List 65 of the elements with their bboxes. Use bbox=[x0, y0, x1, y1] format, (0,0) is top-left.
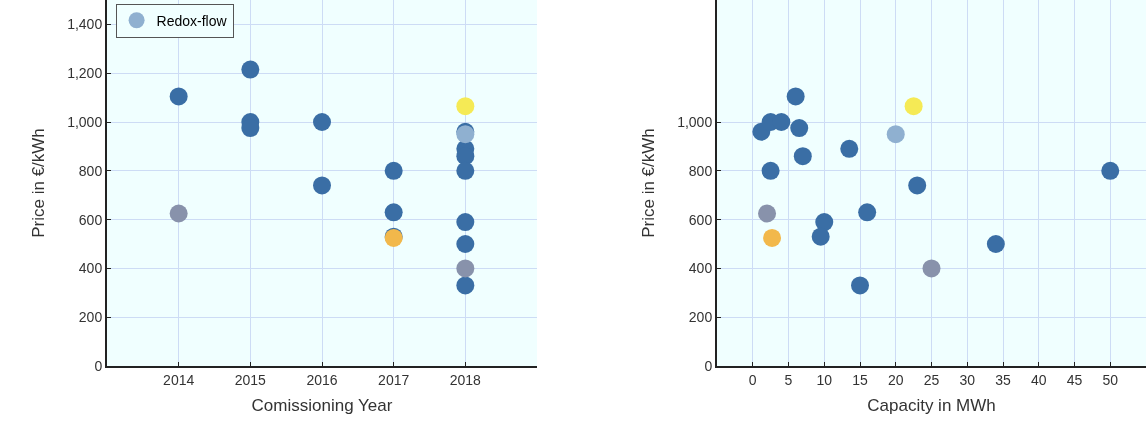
y-axis-title: Price in €/kWh bbox=[639, 128, 659, 238]
point bbox=[241, 60, 260, 79]
x-tick-label: 40 bbox=[1030, 371, 1047, 388]
point bbox=[922, 259, 941, 278]
y-axis-title: Price in €/kWh bbox=[29, 128, 49, 238]
x-tick-label: 25 bbox=[923, 371, 940, 388]
point bbox=[456, 213, 475, 232]
y-tick-label: 200 bbox=[688, 309, 713, 326]
x-tick-label: 20 bbox=[887, 371, 904, 388]
y-tick-label: 400 bbox=[688, 260, 713, 277]
point bbox=[456, 235, 475, 253]
y-tick-label: 0 bbox=[704, 357, 713, 374]
x-tick-label: 50 bbox=[1102, 371, 1119, 388]
x-tick-label: 2016 bbox=[306, 371, 338, 388]
point bbox=[811, 227, 830, 246]
x-tick-label: 2014 bbox=[163, 371, 195, 388]
point bbox=[1101, 161, 1120, 180]
point bbox=[456, 276, 475, 295]
y-tick-label: 600 bbox=[78, 211, 103, 228]
point bbox=[858, 203, 877, 222]
y-tick-label: 600 bbox=[688, 211, 713, 228]
point bbox=[384, 203, 403, 222]
y-tick-label: 800 bbox=[78, 162, 103, 179]
point bbox=[761, 161, 780, 180]
point bbox=[313, 176, 331, 195]
point bbox=[758, 204, 777, 223]
x-axis-title: Comissioning Year bbox=[251, 395, 393, 415]
x-axis-title: Capacity in MWh bbox=[867, 395, 996, 415]
legend-label: Redox-flow bbox=[156, 12, 228, 29]
x-tick-label: 2015 bbox=[234, 371, 267, 388]
x-tick-label: 30 bbox=[959, 371, 976, 388]
x-tick-label: 45 bbox=[1066, 371, 1083, 388]
y-tick-label: 400 bbox=[78, 260, 103, 277]
point bbox=[786, 87, 805, 106]
point bbox=[456, 259, 475, 278]
x-tick-label: 35 bbox=[995, 371, 1011, 388]
point bbox=[908, 176, 927, 195]
point bbox=[886, 125, 905, 144]
y-tick-label: 1,000 bbox=[67, 113, 103, 130]
point bbox=[986, 235, 1005, 253]
point bbox=[384, 161, 403, 180]
point bbox=[169, 204, 188, 223]
y-tick-label: 200 bbox=[78, 309, 103, 326]
y-tick-label: 1,000 bbox=[677, 113, 713, 130]
point bbox=[851, 276, 869, 295]
point bbox=[793, 147, 812, 166]
x-tick-label: 2018 bbox=[449, 371, 482, 388]
point bbox=[840, 139, 859, 158]
point bbox=[815, 213, 834, 232]
point bbox=[169, 87, 188, 106]
x-tick-label: 10 bbox=[816, 371, 833, 388]
x-tick-label: 0 bbox=[748, 371, 757, 388]
x-tick-label: 15 bbox=[852, 371, 868, 388]
point bbox=[904, 97, 923, 116]
point bbox=[313, 113, 331, 131]
point bbox=[790, 119, 809, 138]
y-tick-label: 800 bbox=[688, 162, 713, 179]
y-tick-label: 1,400 bbox=[67, 16, 103, 33]
point bbox=[763, 228, 782, 247]
point bbox=[456, 161, 475, 180]
x-tick-label: 5 bbox=[784, 371, 793, 388]
x-tick-label: 2017 bbox=[378, 371, 410, 388]
point bbox=[456, 97, 475, 116]
y-tick-label: 0 bbox=[94, 357, 103, 374]
y-tick-label: 1,200 bbox=[67, 65, 103, 82]
